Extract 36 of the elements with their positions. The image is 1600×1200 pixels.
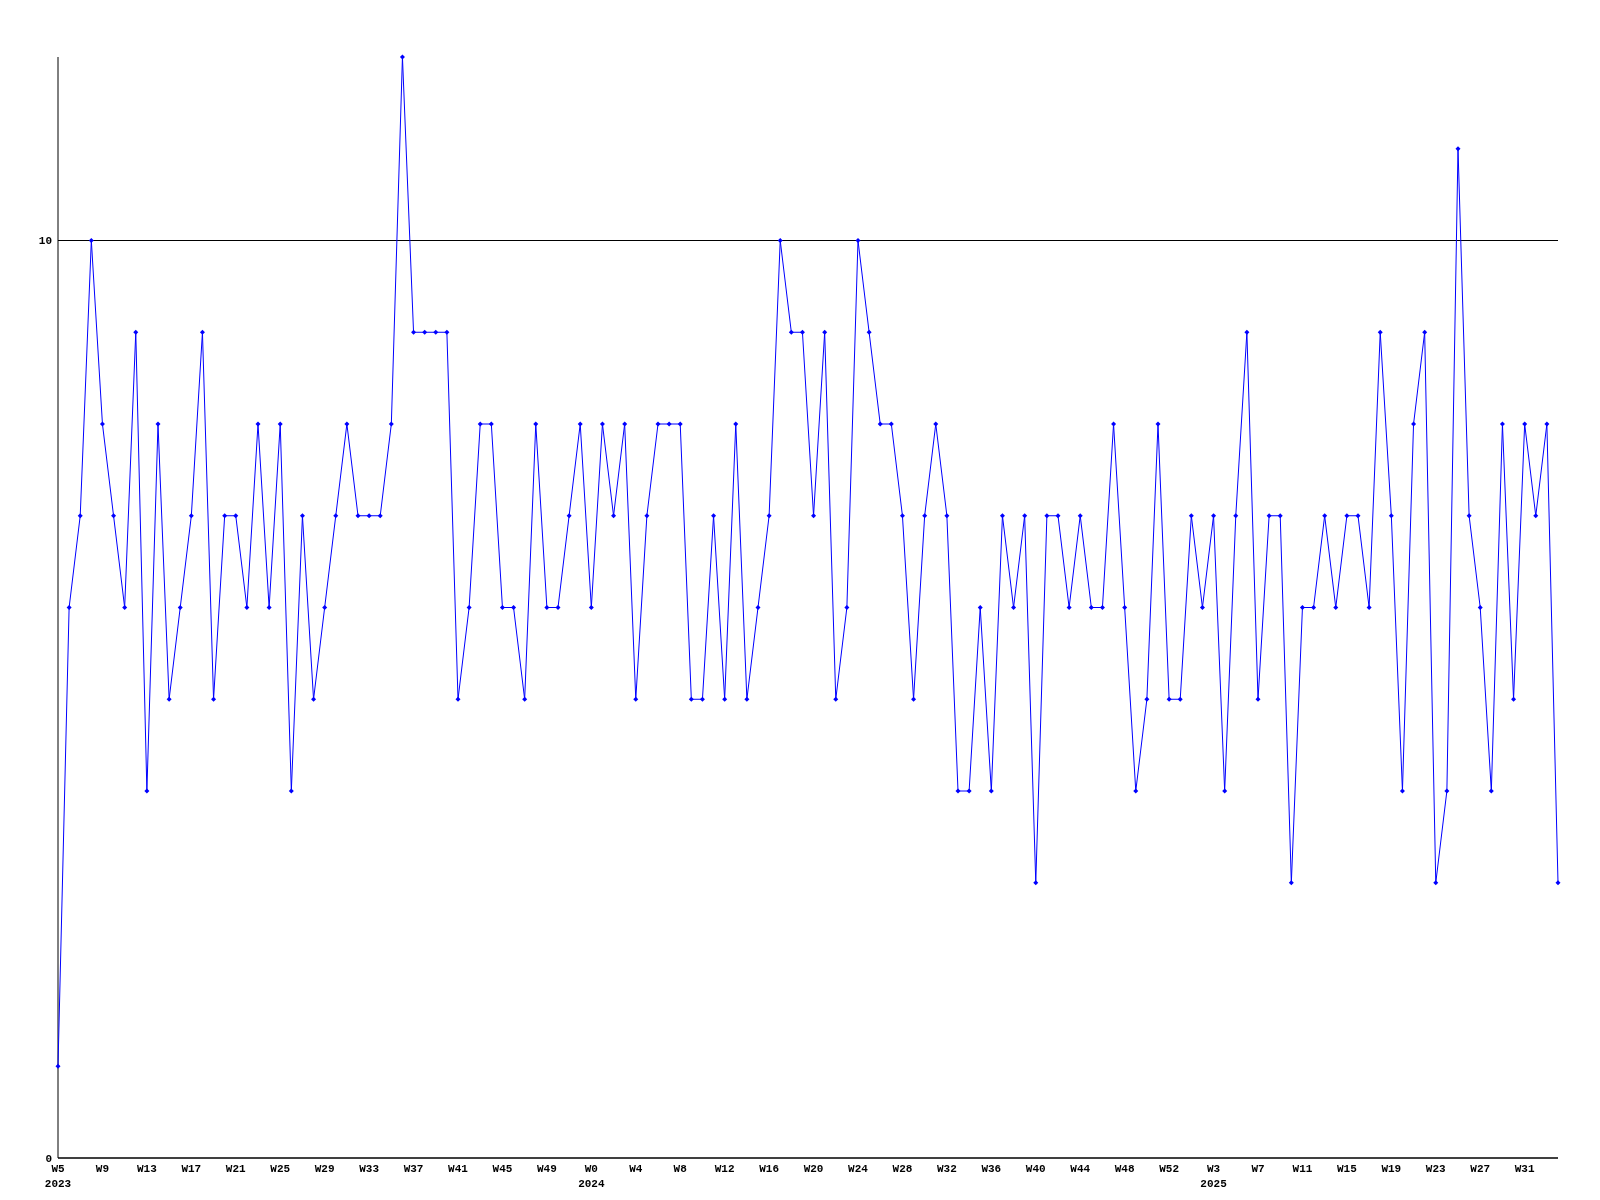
x-tick-label: W12 bbox=[714, 1163, 735, 1175]
x-tick-label: W44 bbox=[1070, 1163, 1091, 1175]
x-tick-label: W31 bbox=[1514, 1163, 1535, 1175]
x-tick-label: W11 bbox=[1292, 1163, 1313, 1175]
x-tick-label: W20 bbox=[803, 1163, 824, 1175]
x-tick-label: W33 bbox=[359, 1163, 380, 1175]
x-tick-label: W16 bbox=[759, 1163, 780, 1175]
x-tick-label: W4 bbox=[629, 1163, 643, 1175]
x-tick-label: W8 bbox=[673, 1163, 688, 1175]
x-tick-label: W48 bbox=[1114, 1163, 1135, 1175]
x-tick-label: W23 bbox=[1425, 1163, 1447, 1175]
x-tick-label: W24 bbox=[848, 1163, 869, 1175]
x-tick-label: W32 bbox=[936, 1163, 957, 1175]
x-tick-label: W9 bbox=[95, 1163, 110, 1175]
x-tick-label: W17 bbox=[181, 1163, 202, 1175]
x-tick-label: W27 bbox=[1470, 1163, 1491, 1175]
y-tick-label: 10 bbox=[38, 235, 52, 248]
x-tick-label: W41 bbox=[448, 1163, 469, 1175]
x-tick-label: W52 bbox=[1159, 1163, 1180, 1175]
y-tick-label: 0 bbox=[45, 1152, 52, 1165]
x-tick-label: W37 bbox=[403, 1163, 424, 1175]
x-tick-label: W29 bbox=[314, 1163, 335, 1175]
x-tick-label: W28 bbox=[892, 1163, 913, 1175]
x-tick-label: W25 bbox=[270, 1163, 291, 1175]
x-tick-label: W45 bbox=[492, 1163, 513, 1175]
x-tick-label: W19 bbox=[1381, 1163, 1402, 1175]
x-tick-label: W7 bbox=[1251, 1163, 1265, 1175]
x-tick-label: W15 bbox=[1336, 1163, 1358, 1175]
x-tick-label: W0 2024 bbox=[578, 1163, 605, 1190]
x-tick-label: W49 bbox=[536, 1163, 557, 1175]
x-tick-label: W40 bbox=[1025, 1163, 1046, 1175]
x-tick-label: W36 bbox=[981, 1163, 1002, 1175]
x-tick-label: W13 bbox=[136, 1163, 158, 1175]
x-tick-label: W5 2023 bbox=[44, 1163, 72, 1190]
x-tick-label: W21 bbox=[225, 1163, 247, 1175]
x-tick-label: W3 2025 bbox=[1200, 1163, 1228, 1190]
